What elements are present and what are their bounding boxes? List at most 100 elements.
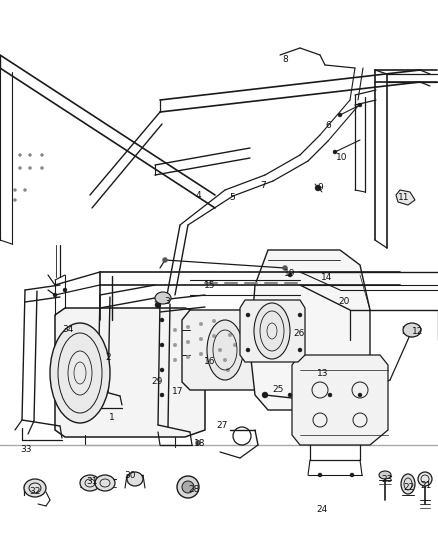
Ellipse shape <box>160 343 164 347</box>
Ellipse shape <box>358 393 362 397</box>
Text: 30: 30 <box>124 471 136 480</box>
Ellipse shape <box>254 303 290 359</box>
Ellipse shape <box>350 473 354 477</box>
Text: 28: 28 <box>188 486 200 495</box>
Ellipse shape <box>298 348 302 352</box>
Text: 19: 19 <box>284 270 296 279</box>
Ellipse shape <box>173 343 177 347</box>
Ellipse shape <box>186 340 190 344</box>
Ellipse shape <box>28 166 32 169</box>
Ellipse shape <box>40 154 43 157</box>
Text: 31: 31 <box>86 477 98 486</box>
Ellipse shape <box>318 473 322 477</box>
Ellipse shape <box>155 302 161 308</box>
Text: 12: 12 <box>412 327 424 336</box>
Ellipse shape <box>223 358 227 362</box>
Ellipse shape <box>226 368 230 372</box>
Ellipse shape <box>160 318 164 322</box>
Text: 33: 33 <box>20 446 32 455</box>
Ellipse shape <box>212 334 216 338</box>
Text: 7: 7 <box>260 182 266 190</box>
Ellipse shape <box>14 198 17 201</box>
Ellipse shape <box>328 393 332 397</box>
Text: 1: 1 <box>109 414 115 423</box>
Ellipse shape <box>63 288 67 292</box>
Ellipse shape <box>212 319 216 323</box>
Ellipse shape <box>218 348 222 352</box>
Text: 3: 3 <box>164 297 170 306</box>
Text: 16: 16 <box>204 358 216 367</box>
Text: 14: 14 <box>321 273 333 282</box>
Text: 8: 8 <box>282 55 288 64</box>
Ellipse shape <box>315 185 321 191</box>
Ellipse shape <box>338 113 342 117</box>
Ellipse shape <box>186 485 190 489</box>
Ellipse shape <box>177 476 199 498</box>
Ellipse shape <box>24 189 27 191</box>
Ellipse shape <box>401 474 415 494</box>
Polygon shape <box>250 250 370 410</box>
Ellipse shape <box>24 479 46 497</box>
Ellipse shape <box>288 393 292 397</box>
Ellipse shape <box>418 472 432 486</box>
Ellipse shape <box>50 323 110 423</box>
Text: 15: 15 <box>204 280 216 289</box>
Ellipse shape <box>333 150 337 154</box>
Ellipse shape <box>155 292 171 304</box>
Text: 20: 20 <box>338 297 350 306</box>
Text: 25: 25 <box>272 385 284 394</box>
Ellipse shape <box>199 337 203 341</box>
Text: 11: 11 <box>398 193 410 203</box>
Ellipse shape <box>233 343 237 347</box>
Text: 26: 26 <box>293 328 305 337</box>
Ellipse shape <box>195 440 201 446</box>
Text: 6: 6 <box>325 122 331 131</box>
Text: 4: 4 <box>195 191 201 200</box>
Ellipse shape <box>18 166 21 169</box>
Ellipse shape <box>160 295 166 301</box>
Ellipse shape <box>127 472 143 486</box>
Ellipse shape <box>246 313 250 317</box>
Text: 23: 23 <box>381 475 393 484</box>
Ellipse shape <box>298 313 302 317</box>
Polygon shape <box>55 308 205 437</box>
Ellipse shape <box>182 481 194 493</box>
Text: 21: 21 <box>420 481 432 490</box>
Polygon shape <box>240 300 305 362</box>
Ellipse shape <box>173 358 177 362</box>
Ellipse shape <box>358 103 362 107</box>
Ellipse shape <box>403 323 421 337</box>
Ellipse shape <box>80 475 100 491</box>
Ellipse shape <box>186 355 190 359</box>
Ellipse shape <box>199 322 203 326</box>
Ellipse shape <box>14 189 17 191</box>
Ellipse shape <box>379 471 391 479</box>
Polygon shape <box>396 190 415 205</box>
Ellipse shape <box>162 257 167 262</box>
Ellipse shape <box>28 154 32 157</box>
Ellipse shape <box>160 393 164 397</box>
Text: 2: 2 <box>105 353 111 362</box>
Ellipse shape <box>160 368 164 372</box>
Text: 32: 32 <box>29 488 41 497</box>
Ellipse shape <box>283 265 287 271</box>
Text: 10: 10 <box>336 152 348 161</box>
Ellipse shape <box>228 333 232 337</box>
Ellipse shape <box>207 320 243 380</box>
Text: 9: 9 <box>317 183 323 192</box>
Ellipse shape <box>40 166 43 169</box>
Text: 22: 22 <box>403 482 415 491</box>
Polygon shape <box>182 310 268 390</box>
Ellipse shape <box>173 328 177 332</box>
Ellipse shape <box>18 154 21 157</box>
Ellipse shape <box>95 475 115 491</box>
Text: 27: 27 <box>216 421 228 430</box>
Ellipse shape <box>186 325 190 329</box>
Text: 34: 34 <box>62 326 74 335</box>
Text: 5: 5 <box>229 193 235 203</box>
Ellipse shape <box>288 273 292 277</box>
Text: 24: 24 <box>316 505 328 513</box>
Ellipse shape <box>199 352 203 356</box>
Text: 13: 13 <box>317 368 329 377</box>
Ellipse shape <box>53 293 57 297</box>
